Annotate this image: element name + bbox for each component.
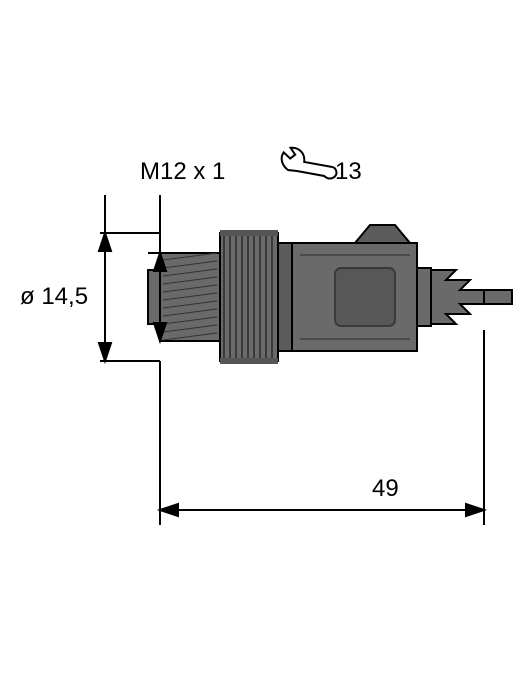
knurled-nut [220,230,278,364]
connector-body [278,225,417,351]
thread-label: M12 x 1 [140,158,225,186]
front-stub [148,270,160,324]
diagram-container: M12 x 1 13 ø 14,5 49 [0,0,523,700]
wrench-size-label: 13 [335,158,362,186]
dimension-length [160,330,484,525]
diameter-label: ø 14,5 [20,283,88,311]
threaded-section [160,253,220,341]
strain-relief [417,268,512,326]
connector-drawing [0,0,523,700]
length-label: 49 [372,475,399,503]
wrench-icon [279,136,339,193]
